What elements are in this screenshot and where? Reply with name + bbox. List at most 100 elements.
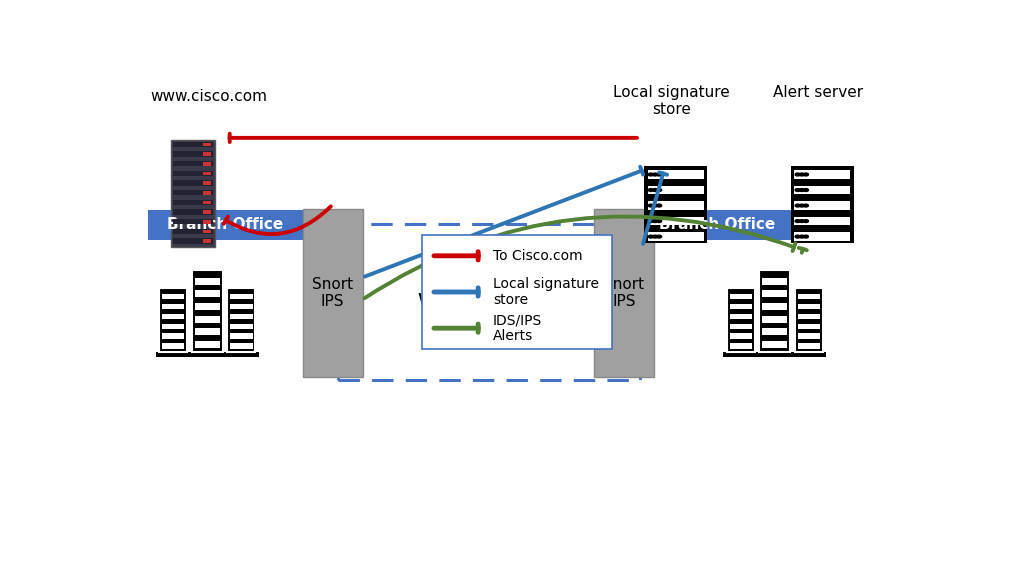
FancyBboxPatch shape bbox=[594, 209, 653, 377]
FancyBboxPatch shape bbox=[195, 316, 220, 323]
FancyBboxPatch shape bbox=[162, 294, 184, 300]
FancyBboxPatch shape bbox=[230, 304, 253, 309]
FancyBboxPatch shape bbox=[203, 240, 211, 243]
FancyBboxPatch shape bbox=[303, 209, 362, 377]
FancyBboxPatch shape bbox=[729, 304, 752, 309]
FancyBboxPatch shape bbox=[647, 201, 703, 210]
FancyBboxPatch shape bbox=[763, 316, 787, 323]
FancyBboxPatch shape bbox=[162, 343, 184, 348]
FancyBboxPatch shape bbox=[230, 343, 253, 348]
FancyBboxPatch shape bbox=[791, 165, 854, 243]
FancyBboxPatch shape bbox=[203, 230, 211, 233]
Circle shape bbox=[804, 204, 808, 207]
FancyBboxPatch shape bbox=[763, 290, 787, 297]
FancyBboxPatch shape bbox=[644, 165, 708, 243]
FancyBboxPatch shape bbox=[795, 232, 850, 241]
FancyBboxPatch shape bbox=[173, 229, 213, 234]
FancyBboxPatch shape bbox=[162, 314, 184, 319]
FancyBboxPatch shape bbox=[760, 270, 791, 352]
FancyBboxPatch shape bbox=[203, 210, 211, 214]
FancyBboxPatch shape bbox=[647, 170, 703, 179]
Circle shape bbox=[656, 188, 662, 191]
FancyBboxPatch shape bbox=[729, 314, 752, 319]
Circle shape bbox=[804, 219, 808, 222]
FancyBboxPatch shape bbox=[203, 220, 211, 223]
FancyBboxPatch shape bbox=[798, 314, 820, 319]
FancyBboxPatch shape bbox=[195, 341, 220, 348]
Circle shape bbox=[799, 204, 804, 207]
FancyBboxPatch shape bbox=[795, 217, 850, 225]
FancyBboxPatch shape bbox=[156, 352, 259, 357]
FancyBboxPatch shape bbox=[162, 334, 184, 339]
FancyBboxPatch shape bbox=[173, 180, 213, 185]
FancyBboxPatch shape bbox=[173, 190, 213, 195]
FancyBboxPatch shape bbox=[727, 288, 755, 352]
FancyBboxPatch shape bbox=[173, 219, 213, 224]
FancyBboxPatch shape bbox=[647, 217, 703, 225]
FancyBboxPatch shape bbox=[763, 328, 787, 335]
FancyBboxPatch shape bbox=[203, 191, 211, 195]
FancyBboxPatch shape bbox=[729, 294, 752, 300]
Circle shape bbox=[795, 188, 800, 191]
Circle shape bbox=[804, 235, 808, 238]
FancyBboxPatch shape bbox=[763, 341, 787, 348]
FancyBboxPatch shape bbox=[173, 142, 213, 147]
FancyBboxPatch shape bbox=[162, 324, 184, 329]
Circle shape bbox=[652, 219, 657, 222]
FancyBboxPatch shape bbox=[203, 162, 211, 166]
FancyBboxPatch shape bbox=[173, 209, 213, 215]
FancyBboxPatch shape bbox=[195, 278, 220, 285]
FancyBboxPatch shape bbox=[227, 288, 255, 352]
FancyBboxPatch shape bbox=[230, 324, 253, 329]
Circle shape bbox=[648, 173, 653, 176]
Circle shape bbox=[648, 188, 653, 191]
Text: Local signature
store: Local signature store bbox=[613, 85, 730, 117]
Circle shape bbox=[795, 235, 800, 238]
FancyBboxPatch shape bbox=[795, 170, 850, 179]
Text: To Cisco.com: To Cisco.com bbox=[494, 249, 583, 263]
FancyBboxPatch shape bbox=[647, 232, 703, 241]
FancyBboxPatch shape bbox=[171, 140, 215, 247]
Circle shape bbox=[795, 173, 800, 176]
FancyBboxPatch shape bbox=[422, 236, 612, 348]
FancyBboxPatch shape bbox=[763, 303, 787, 310]
FancyBboxPatch shape bbox=[795, 288, 822, 352]
Text: Local signature
store: Local signature store bbox=[494, 277, 599, 307]
FancyBboxPatch shape bbox=[195, 290, 220, 297]
FancyBboxPatch shape bbox=[647, 186, 703, 194]
FancyBboxPatch shape bbox=[173, 238, 213, 244]
FancyBboxPatch shape bbox=[795, 201, 850, 210]
FancyBboxPatch shape bbox=[191, 270, 223, 352]
FancyBboxPatch shape bbox=[173, 161, 213, 166]
Text: WAN: WAN bbox=[418, 293, 464, 312]
Circle shape bbox=[795, 219, 800, 222]
FancyBboxPatch shape bbox=[173, 151, 213, 157]
FancyBboxPatch shape bbox=[795, 186, 850, 194]
Circle shape bbox=[804, 173, 808, 176]
Circle shape bbox=[652, 173, 657, 176]
Circle shape bbox=[652, 235, 657, 238]
FancyBboxPatch shape bbox=[230, 294, 253, 300]
FancyBboxPatch shape bbox=[203, 143, 211, 146]
FancyBboxPatch shape bbox=[203, 181, 211, 185]
FancyBboxPatch shape bbox=[729, 324, 752, 329]
Circle shape bbox=[799, 235, 804, 238]
FancyBboxPatch shape bbox=[798, 334, 820, 339]
Text: Snort
IPS: Snort IPS bbox=[603, 277, 644, 309]
Circle shape bbox=[799, 173, 804, 176]
Circle shape bbox=[656, 173, 662, 176]
FancyBboxPatch shape bbox=[160, 288, 187, 352]
FancyBboxPatch shape bbox=[729, 343, 752, 348]
Text: Branch Office: Branch Office bbox=[659, 217, 775, 232]
Circle shape bbox=[804, 188, 808, 191]
Text: Branch Office: Branch Office bbox=[167, 217, 284, 232]
FancyBboxPatch shape bbox=[230, 314, 253, 319]
FancyBboxPatch shape bbox=[195, 303, 220, 310]
FancyBboxPatch shape bbox=[230, 334, 253, 339]
FancyBboxPatch shape bbox=[640, 210, 795, 240]
FancyBboxPatch shape bbox=[763, 278, 787, 285]
Circle shape bbox=[656, 235, 662, 238]
Circle shape bbox=[652, 204, 657, 207]
Text: IDS/IPS
Alerts: IDS/IPS Alerts bbox=[494, 313, 543, 343]
Text: www.cisco.com: www.cisco.com bbox=[151, 89, 267, 104]
